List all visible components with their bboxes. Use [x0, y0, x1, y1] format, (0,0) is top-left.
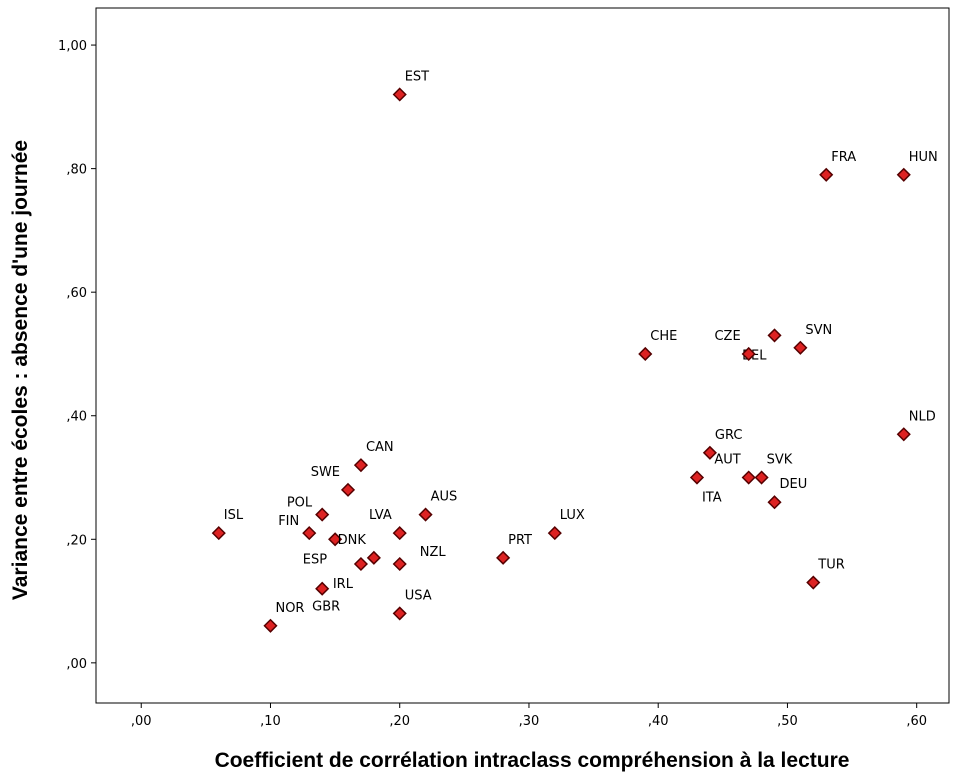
x-tick-label: ,40 — [648, 714, 669, 729]
x-tick-label: ,20 — [389, 714, 410, 729]
point-label-svk: SVK — [767, 453, 793, 468]
y-tick-label: ,00 — [66, 657, 87, 672]
point-label-nzl: NZL — [420, 545, 447, 560]
x-tick-label: ,60 — [906, 714, 927, 729]
point-label-nor: NOR — [275, 601, 304, 616]
point-marker-nld — [896, 427, 911, 442]
point-label-tur: TUR — [817, 558, 845, 573]
point-label-aus: AUS — [431, 490, 458, 505]
point-marker-aus — [418, 507, 433, 522]
point-label-usa: USA — [405, 588, 432, 603]
point-marker-ita — [689, 470, 705, 485]
point-marker-usa — [392, 606, 407, 621]
point-label-deu: DEU — [780, 477, 808, 492]
point-marker-irl — [353, 556, 369, 572]
point-marker-nzl — [392, 556, 407, 572]
point-marker-prt — [496, 550, 511, 565]
x-tick-label: ,10 — [260, 714, 281, 729]
point-label-prt: PRT — [508, 533, 532, 548]
point-marker-svn — [793, 340, 808, 355]
point-marker-che — [638, 346, 653, 362]
point-label-grc: GRC — [715, 428, 743, 443]
point-marker-aut — [741, 470, 756, 485]
point-label-esp: ESP — [303, 552, 327, 567]
point-marker-pol — [315, 507, 330, 522]
point-marker-isl — [211, 526, 226, 541]
point-marker-fin — [302, 526, 317, 541]
plot-frame — [95, 7, 950, 704]
point-marker-swe — [340, 482, 356, 497]
point-marker-nor — [263, 618, 278, 633]
point-marker-svk — [754, 470, 769, 485]
point-label-lux: LUX — [560, 508, 585, 523]
x-tick-label: ,30 — [519, 714, 540, 729]
point-label-aut: AUT — [714, 453, 740, 468]
point-marker-cze — [741, 346, 756, 362]
point-marker-tur — [806, 575, 821, 590]
point-label-che: CHE — [650, 329, 677, 344]
y-tick-label: ,20 — [66, 533, 87, 548]
point-marker-gbr — [315, 581, 330, 596]
point-marker-grc — [702, 445, 717, 460]
point-label-lva: LVA — [369, 508, 392, 523]
y-axis-title: Variance entre écoles : absence d'une jo… — [9, 140, 32, 600]
y-tick-label: 1,00 — [58, 39, 87, 54]
point-label-fin: FIN — [278, 514, 299, 529]
point-label-dnk: DNK — [338, 533, 367, 548]
point-label-irl: IRL — [333, 577, 354, 592]
point-label-hun: HUN — [909, 150, 938, 165]
x-tick-label: ,00 — [131, 714, 152, 729]
point-marker-can — [353, 458, 369, 473]
point-label-fra: FRA — [831, 150, 856, 165]
point-marker-bel — [767, 328, 782, 343]
point-label-nld: NLD — [909, 409, 936, 424]
point-marker-lva — [392, 526, 407, 541]
point-label-est: EST — [405, 69, 429, 84]
point-marker-hun — [896, 167, 911, 182]
point-marker-dnk — [366, 550, 381, 565]
point-label-ita: ITA — [702, 491, 722, 506]
point-label-cze: CZE — [714, 329, 740, 344]
point-label-gbr: GBR — [312, 600, 340, 615]
point-marker-esp — [328, 532, 343, 547]
point-label-pol: POL — [287, 496, 313, 511]
y-tick-label: ,40 — [66, 410, 87, 425]
x-axis-title: Coefficient de corrélation intraclass co… — [215, 749, 850, 772]
y-tick-label: ,80 — [66, 163, 87, 178]
point-marker-deu — [767, 495, 782, 510]
point-marker-lux — [547, 526, 562, 541]
y-tick-label: ,60 — [66, 286, 87, 301]
point-marker-fra — [819, 167, 834, 182]
point-label-can: CAN — [366, 440, 394, 455]
point-label-svn: SVN — [805, 323, 832, 338]
point-marker-est — [392, 87, 407, 102]
point-label-swe: SWE — [311, 465, 340, 480]
x-axis: ,00 ,10 ,20 ,30 ,40 ,50 ,60 — [131, 703, 927, 729]
point-label-isl: ISL — [224, 508, 244, 523]
x-tick-label: ,50 — [777, 714, 798, 729]
y-axis: ,00 ,20 ,40 ,60 ,80 1,00 — [58, 39, 96, 672]
